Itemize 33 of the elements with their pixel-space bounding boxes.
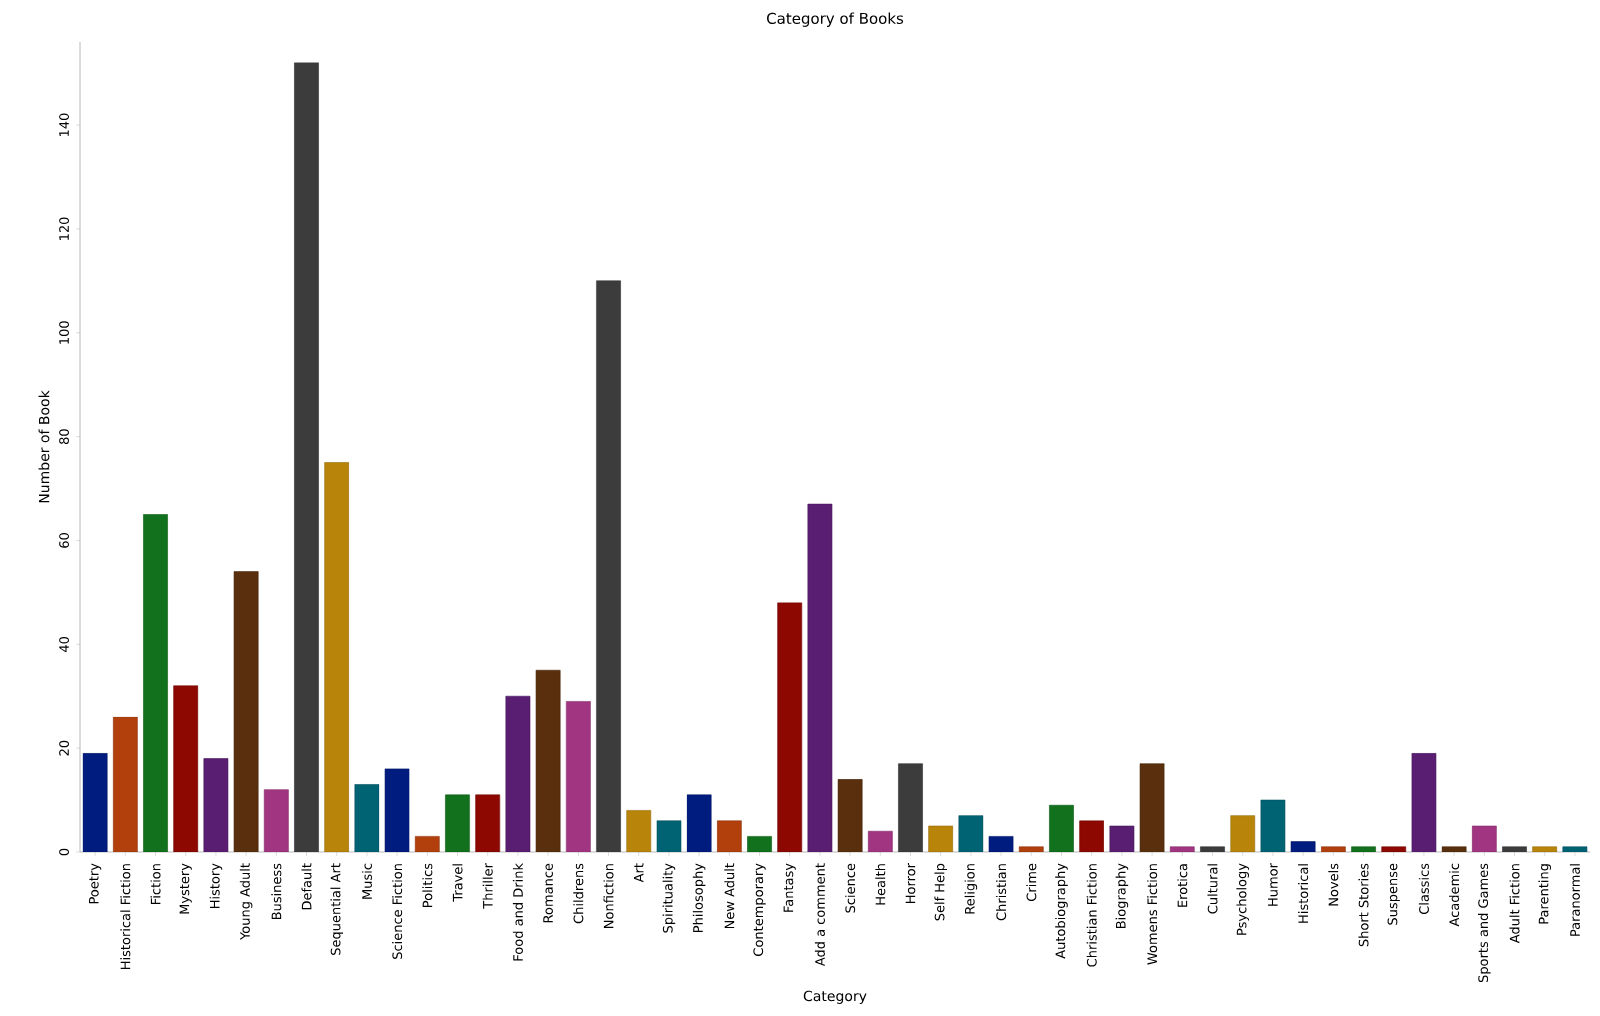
bar bbox=[1411, 753, 1437, 852]
bar bbox=[203, 758, 229, 852]
bar bbox=[1320, 846, 1346, 852]
bar bbox=[233, 571, 259, 852]
bar bbox=[1471, 825, 1497, 852]
bar bbox=[324, 462, 350, 852]
bar bbox=[988, 836, 1014, 852]
bar bbox=[958, 815, 984, 852]
bar bbox=[1079, 820, 1105, 852]
bar bbox=[716, 820, 742, 852]
bar bbox=[294, 62, 319, 852]
bar bbox=[505, 695, 531, 852]
bar bbox=[656, 820, 682, 852]
bar bbox=[354, 784, 380, 852]
bar bbox=[898, 763, 923, 852]
bar bbox=[1562, 846, 1588, 852]
bar bbox=[1200, 846, 1225, 852]
bar bbox=[1018, 846, 1044, 852]
bar bbox=[112, 716, 138, 852]
bar bbox=[747, 836, 772, 852]
bar bbox=[263, 789, 289, 852]
bar bbox=[1532, 846, 1558, 852]
bar bbox=[143, 514, 168, 852]
bar bbox=[1502, 846, 1527, 852]
bar bbox=[1351, 846, 1376, 852]
bar bbox=[686, 794, 712, 852]
bar bbox=[928, 825, 954, 852]
bar bbox=[777, 602, 803, 852]
bar bbox=[82, 753, 108, 852]
bar bbox=[1441, 846, 1467, 852]
bar bbox=[173, 685, 199, 852]
bar bbox=[1381, 846, 1407, 852]
bar bbox=[837, 778, 863, 852]
